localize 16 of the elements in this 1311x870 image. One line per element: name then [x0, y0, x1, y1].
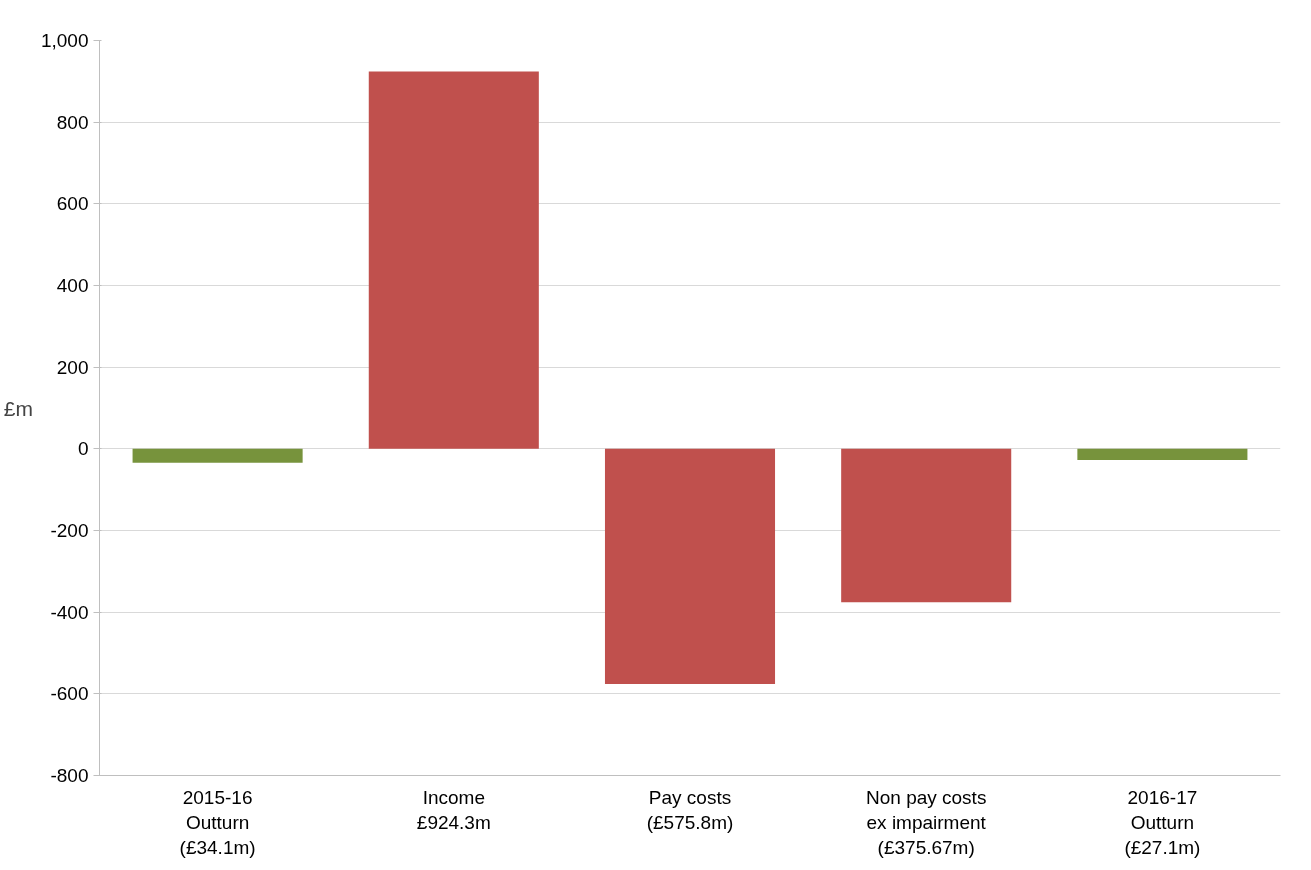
y-tick-label: 1,000 [40, 30, 89, 51]
y-tick-label: -400 [50, 601, 89, 623]
y-tick-label: 600 [56, 193, 89, 215]
y-tick-label: -800 [50, 765, 89, 786]
x-tick-label: Non pay costs ex impairment (£375.67m) [866, 786, 987, 858]
y-tick-label: -200 [50, 520, 89, 541]
y-tick-label: 200 [56, 356, 89, 378]
x-tick-label: 2016-17 Outturn (£27.1m) [1124, 786, 1201, 858]
y-tick-label: 0 [77, 438, 89, 460]
y-tick-label: -600 [50, 683, 89, 705]
y-axis-title: £m [3, 396, 33, 420]
y-tick-label: 400 [56, 275, 89, 296]
x-tick-label: Income £924.3m [416, 786, 491, 833]
x-tick-label: Pay costs (£575.8m) [646, 786, 734, 833]
y-tick-label: 800 [56, 111, 89, 133]
x-tick-label: 2015-16 Outturn (£34.1m) [179, 786, 256, 858]
